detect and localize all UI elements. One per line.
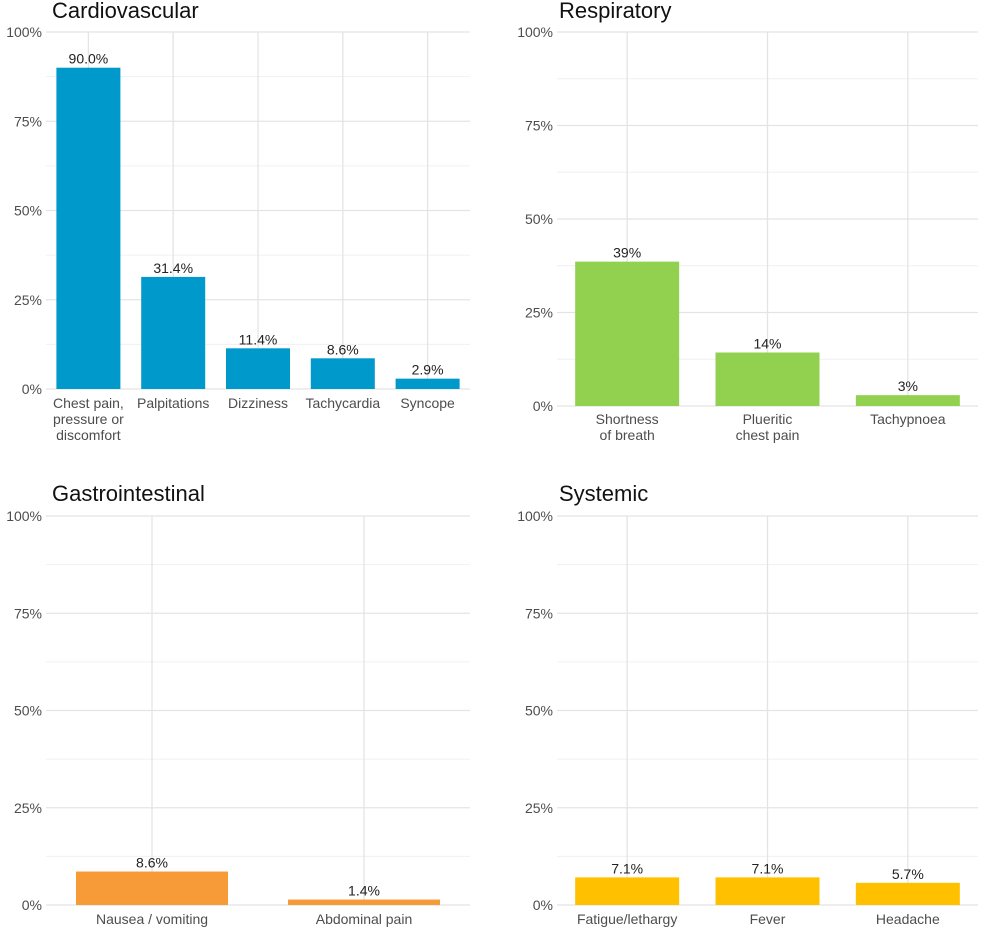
bar-2	[855, 395, 960, 406]
bar-2	[855, 882, 960, 905]
panel-title: Cardiovascular	[52, 0, 199, 23]
data-label: 3%	[898, 378, 918, 394]
y-tick-label: 25%	[525, 800, 553, 816]
bar-0	[76, 871, 228, 905]
y-tick-label: 75%	[14, 113, 42, 129]
bar-0	[575, 877, 680, 905]
x-tick-label: Syncope	[400, 395, 455, 411]
data-label: 1.4%	[348, 883, 380, 899]
x-tick-label: Tachypnoea	[870, 411, 946, 427]
x-tick-label: Tachycardia	[305, 395, 380, 411]
data-label: 8.6%	[136, 855, 168, 871]
y-tick-label: 25%	[14, 800, 42, 816]
y-tick-label: 100%	[517, 508, 553, 524]
y-tick-label: 100%	[6, 24, 42, 40]
bar-2	[226, 348, 290, 389]
bar-0	[575, 261, 680, 406]
respiratory-panel: 0% 25% 50% 75% 100% 39% 14% 3% Shortness of breat…	[517, 0, 978, 443]
y-tick-label: 0%	[533, 398, 553, 414]
bar-1	[288, 899, 440, 905]
data-label: 5.7%	[892, 866, 924, 882]
data-label: 11.4%	[239, 331, 278, 347]
x-tick-label: Nausea / vomiting	[96, 911, 208, 927]
bar-3	[310, 358, 375, 389]
y-tick-label: 0%	[22, 381, 42, 397]
data-label: 8.6%	[327, 341, 359, 357]
bar-1	[715, 877, 820, 905]
data-label: 31.4%	[153, 260, 193, 276]
data-label: 2.9%	[412, 362, 444, 378]
y-tick-label: 50%	[14, 203, 42, 219]
x-tick-label: Abdominal pain	[316, 911, 413, 927]
y-tick-label: 50%	[525, 211, 553, 227]
y-tick-label: 50%	[14, 703, 42, 719]
data-label: 14%	[753, 336, 781, 352]
data-label: 39%	[613, 245, 641, 261]
panel-title: Respiratory	[559, 0, 671, 23]
gastrointestinal-panel: 0% 25% 50% 75% 100% 8.6% 1.4% Nausea / vomiting…	[6, 481, 470, 927]
y-tick-label: 100%	[6, 508, 42, 524]
cardiovascular-panel: 0% 25% 50% 75% 100% 90.0% 31.4% 11.4% 8.6% 2.9% Ch…	[6, 0, 470, 443]
data-label: 90.0%	[69, 51, 109, 67]
bar-0	[56, 67, 121, 389]
x-tick-label: Shortness of breath	[596, 411, 659, 443]
data-label: 7.1%	[752, 860, 784, 876]
x-tick-label: Headache	[876, 911, 940, 927]
systemic-panel: 0% 25% 50% 75% 100% 7.1% 7.1% 5.7% Fatigue/letha…	[517, 481, 978, 927]
bar-4	[395, 378, 460, 389]
y-tick-label: 50%	[525, 703, 553, 719]
panel-title: Gastrointestinal	[52, 481, 205, 506]
data-label: 7.1%	[611, 860, 643, 876]
x-tick-label: Dizziness	[228, 395, 288, 411]
y-tick-label: 0%	[533, 897, 553, 913]
y-tick-label: 75%	[14, 605, 42, 621]
y-tick-label: 75%	[525, 605, 553, 621]
panel-title: Systemic	[559, 481, 648, 506]
y-tick-label: 75%	[525, 118, 553, 134]
bar-1	[141, 276, 206, 389]
x-tick-label: Fever	[750, 911, 786, 927]
x-tick-label: Fatigue/lethargy	[577, 911, 677, 927]
bar-1	[715, 352, 820, 406]
y-tick-label: 100%	[517, 24, 553, 40]
x-tick-label: Palpitations	[137, 395, 209, 411]
x-tick-label: Plueritic chest pain	[736, 411, 800, 443]
y-tick-label: 25%	[525, 305, 553, 321]
y-tick-label: 25%	[14, 292, 42, 308]
y-tick-label: 0%	[22, 897, 42, 913]
x-tick-label: Chest pain, pressure or discomfort	[53, 395, 124, 443]
